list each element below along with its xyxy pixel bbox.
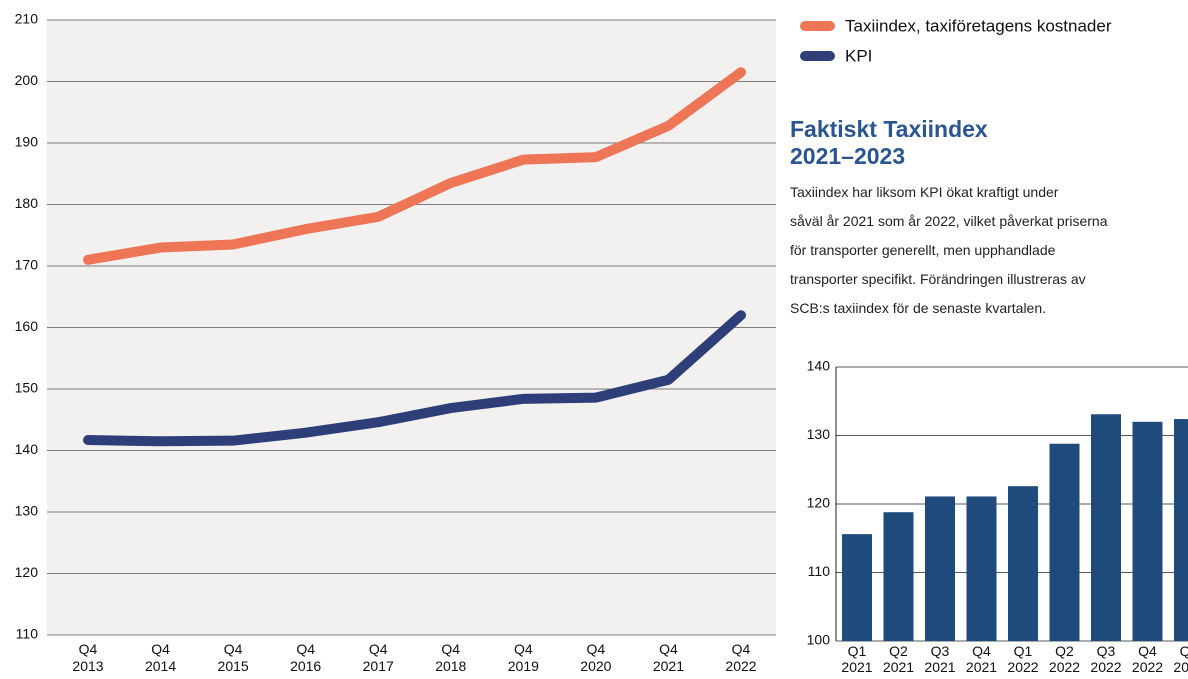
x-tick-label: Q4 2022 (725, 641, 757, 674)
paragraph-line: Taxiindex har liksom KPI ökat kraftigt u… (790, 184, 1059, 200)
paragraph-line: såväl år 2021 som år 2022, vilket påverk… (790, 213, 1108, 229)
paragraph-line: transporter specifikt. Förändringen illu… (790, 271, 1086, 287)
y-tick-label: 120 (807, 495, 831, 511)
y-tick-label: 130 (807, 426, 831, 442)
y-tick-label: 140 (807, 358, 831, 374)
x-tick-label: Q4 2014 (144, 641, 177, 674)
x-tick-label: Q4 2021 (965, 643, 998, 675)
legend-label: Taxiindex, taxiföretagens kostnader (845, 16, 1112, 35)
y-tick-label: 190 (15, 134, 39, 150)
y-tick-label: 160 (15, 318, 39, 334)
y-tick-label: 130 (15, 503, 39, 519)
bar (1174, 419, 1188, 641)
y-tick-label: 110 (16, 626, 39, 642)
x-tick-label: Q4 2015 (217, 641, 249, 674)
x-tick-label: Q3 2021 (924, 643, 956, 675)
bar (966, 496, 997, 641)
y-tick-label: 110 (808, 563, 831, 579)
y-tick-label: 140 (15, 441, 39, 457)
y-tick-label: 100 (807, 632, 831, 648)
x-tick-label: Q4 2018 (435, 641, 467, 674)
x-tick-label: Q4 2020 (580, 641, 612, 674)
x-tick-label: Q4 2022 (1131, 643, 1164, 675)
x-tick-label: Q3 2022 (1090, 643, 1122, 675)
x-tick-label: Q4 2016 (290, 641, 322, 674)
x-tick-label: Q1 2022 (1007, 643, 1039, 675)
legend-label: KPI (845, 46, 872, 65)
y-tick-label: 170 (15, 257, 39, 273)
x-tick-label: Q4 2021 (652, 641, 685, 674)
series-line (83, 67, 746, 265)
x-tick-label: Q2 2022 (1048, 643, 1081, 675)
bar (842, 534, 872, 641)
paragraph-line: SCB:s taxiindex för de senaste kvartalen… (790, 300, 1047, 316)
bar (925, 496, 955, 641)
x-tick-label: Q1 2023 (1173, 643, 1188, 675)
bar (1132, 421, 1163, 641)
bar (1008, 486, 1038, 641)
series-line (83, 310, 746, 447)
x-tick-label: Q4 2019 (507, 641, 539, 674)
heading: Faktiskt Taxiindex 2021–2023 (790, 116, 988, 169)
y-tick-label: 150 (15, 380, 39, 396)
bar (883, 512, 914, 641)
x-tick-label: Q4 2013 (72, 641, 104, 674)
y-tick-label: 200 (15, 72, 39, 88)
x-tick-label: Q1 2021 (841, 643, 873, 675)
x-tick-label: Q2 2021 (882, 643, 915, 675)
y-tick-label: 180 (15, 195, 39, 211)
bar (1091, 414, 1121, 641)
paragraph-line: för transporter generellt, men upphandla… (790, 242, 1056, 258)
bar (1049, 443, 1080, 641)
x-tick-label: Q4 2017 (362, 641, 394, 674)
y-tick-label: 210 (15, 11, 39, 27)
y-tick-label: 120 (15, 564, 39, 580)
